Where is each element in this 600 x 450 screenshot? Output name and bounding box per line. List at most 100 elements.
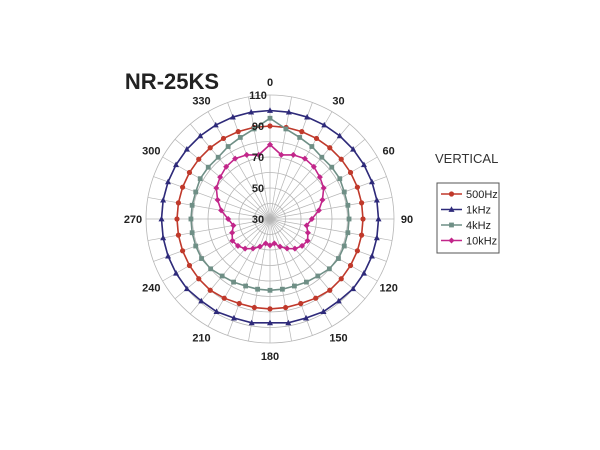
series-point [251,126,257,132]
series-point [215,154,221,160]
series-point [267,306,273,312]
angle-tick-label: 180 [261,351,279,363]
legend-label: 4kHz [466,220,491,232]
series-point [183,285,190,292]
grid-spoke [227,102,271,220]
series-point [373,234,380,241]
series-point [304,237,311,244]
series-point [237,135,243,140]
series-500Hz [174,123,366,312]
series-point [213,185,220,191]
grid-spoke [269,218,333,327]
series-point [220,135,227,142]
series-point [251,304,257,311]
series-point [345,230,351,236]
series-point [180,248,186,254]
series-point [165,178,172,185]
series-point [230,314,237,321]
radial-tick-label: 110 [249,90,267,102]
legend-entry-500Hz: 500Hz [441,189,498,201]
legend-swatch-marker [448,206,455,212]
radial-tick-label: 90 [252,121,264,133]
legend-swatch-marker [449,222,454,228]
grid-spoke [269,96,292,220]
series-point [183,146,190,152]
legend: 500Hz 1kHz 4kHz 10kHz [436,182,500,254]
series-point [256,243,263,250]
series-point [313,135,320,142]
grid-spoke [190,218,271,315]
series-point [310,163,317,170]
series-point [197,176,203,182]
series-point [255,151,262,158]
grid-spoke [269,218,366,299]
series-point [232,155,239,162]
grid-spoke [269,218,378,282]
series-point [160,234,167,241]
series-point [336,256,341,261]
grid-spoke [190,123,271,220]
grid-spoke [269,111,333,220]
grid-spoke [269,176,387,220]
angle-tick-label: 240 [142,283,160,295]
series-point [285,108,292,115]
series-point [284,245,291,252]
series-point [350,146,357,152]
angle-tick-label: 330 [192,95,210,107]
series-point [375,215,382,222]
angle-tick-label: 270 [124,214,142,226]
angle-tick-label: 90 [401,214,413,226]
series-point [298,300,304,307]
series-point [208,266,214,272]
grid-spoke [269,218,350,315]
series-point [267,242,273,249]
grid-spoke [269,218,387,262]
series-point [319,196,326,203]
series-point [229,237,236,244]
grid-spoke [153,218,271,262]
grid-spoke [147,218,271,241]
legend-entry-4kHz: 4kHz [441,220,491,232]
series-point [248,108,255,115]
series-point [198,297,205,304]
series-point [189,202,195,208]
series-point [205,164,211,170]
series-point [347,262,354,269]
grid-spoke [174,218,271,299]
series-point [234,242,241,249]
series-point [336,132,343,139]
series-point [290,151,297,158]
series-point [315,207,322,214]
radial-tick-label: 70 [252,152,264,164]
series-point [360,216,366,222]
series-point [335,297,342,304]
series-point [309,144,315,149]
legend-label: 500Hz [466,189,498,201]
series-point [301,155,308,162]
series-point [345,202,351,208]
angle-tick-label: 120 [379,283,397,295]
angle-tick-label: 150 [329,333,347,345]
series-point [297,135,303,140]
series-point [180,184,186,190]
series-point [267,115,273,121]
series-point [341,243,347,249]
series-point [337,176,343,182]
series-point [225,144,231,149]
grid-spoke [269,218,313,336]
series-point [346,216,352,222]
angle-tick-label: 0 [267,77,273,89]
series-point [299,242,306,249]
series-point [174,216,180,222]
series-point [320,185,327,191]
series-point [327,145,333,151]
angle-tick-label: 30 [332,95,344,107]
series-point [235,129,241,135]
grid-spoke [207,111,271,220]
series-point [207,145,213,151]
chart-subtitle: VERTICAL [435,151,498,166]
series-point [358,200,365,206]
legend-label: 1kHz [466,205,491,217]
legend-swatch-marker [448,237,455,244]
